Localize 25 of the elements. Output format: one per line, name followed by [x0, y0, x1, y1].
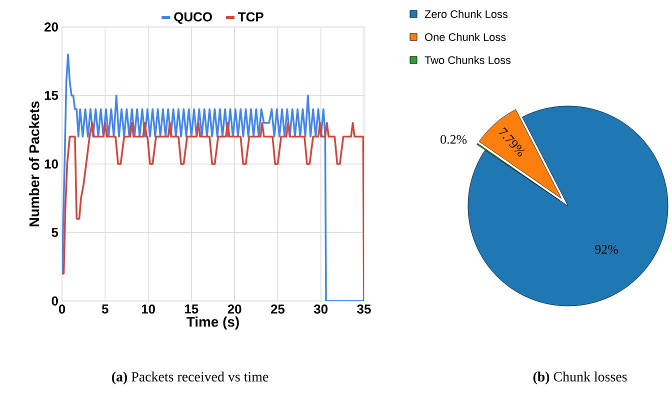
y-tick-label: 20 — [44, 22, 58, 32]
x-tick-label: 20 — [228, 304, 242, 314]
text: (b) Chunk losses — [533, 372, 627, 384]
legend-label: Two Chunks Loss — [424, 56, 511, 64]
x-tick-label: 0 — [58, 304, 66, 314]
x-tick-label: 35 — [357, 304, 371, 314]
legend-label: QUCO — [174, 12, 212, 24]
x-tick-label: 30 — [314, 304, 328, 314]
data-label: 92% — [595, 244, 618, 254]
x-tick-label: 10 — [142, 304, 155, 314]
y-tick-label: 10 — [44, 159, 58, 169]
y-tick-label: 5 — [52, 228, 58, 238]
x-tick-label: 25 — [270, 304, 285, 314]
x-tick-label: 15 — [185, 304, 198, 314]
legend-label: Zero Chunk Loss — [424, 10, 508, 18]
x-axis-title: Time (s) — [186, 316, 239, 330]
y-axis-title: Number of Packets — [28, 101, 40, 226]
y-tick-label: 15 — [44, 90, 58, 100]
legend-label: TCP — [238, 12, 264, 22]
text: (a) Packets received vs time — [112, 372, 268, 384]
data-label: 0.2% — [440, 135, 467, 144]
line-series — [62, 122, 364, 301]
y-tick-label: 0 — [52, 296, 58, 306]
legend-label: One Chunk Loss — [425, 32, 506, 42]
x-tick-label: 5 — [102, 304, 108, 314]
